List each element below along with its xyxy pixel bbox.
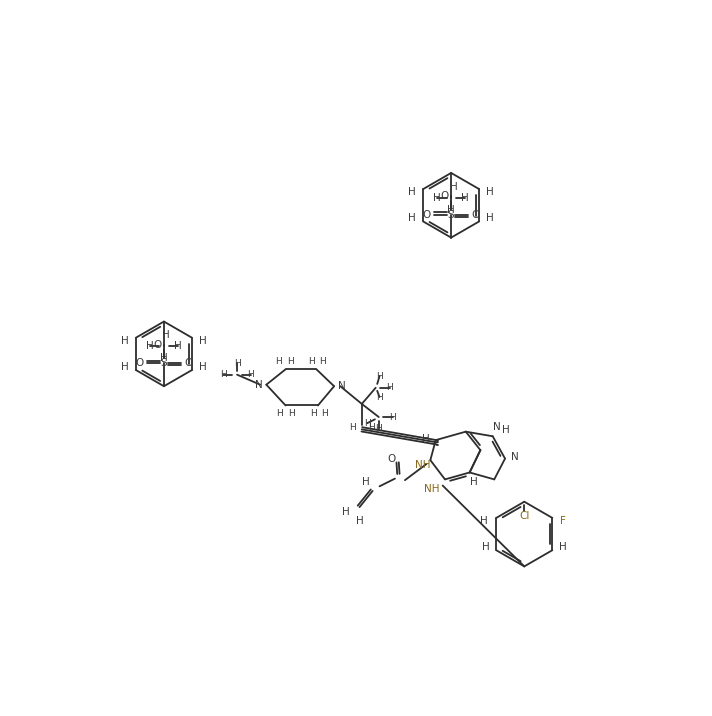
Text: H: H xyxy=(362,478,370,488)
Text: H: H xyxy=(220,370,226,379)
Text: N: N xyxy=(511,452,519,462)
Text: N: N xyxy=(255,379,263,390)
Text: H: H xyxy=(199,362,206,372)
Text: O: O xyxy=(422,210,431,220)
Text: H: H xyxy=(162,330,170,340)
Text: NH: NH xyxy=(415,460,430,470)
Text: NH: NH xyxy=(424,483,439,493)
Text: H: H xyxy=(121,362,129,372)
Text: H: H xyxy=(276,409,283,417)
Text: H: H xyxy=(355,516,363,526)
Text: O: O xyxy=(154,339,162,349)
Text: H: H xyxy=(471,478,478,488)
Text: H: H xyxy=(310,409,317,417)
Text: H: H xyxy=(364,419,370,427)
Text: S: S xyxy=(161,358,167,368)
Text: N: N xyxy=(338,381,345,391)
Text: H: H xyxy=(376,372,383,381)
Text: H: H xyxy=(502,425,510,435)
Text: O: O xyxy=(441,191,449,201)
Text: H: H xyxy=(146,342,154,351)
Text: H: H xyxy=(389,412,396,422)
Text: H: H xyxy=(160,354,168,364)
Text: H: H xyxy=(376,392,383,402)
Text: H: H xyxy=(320,409,328,417)
Text: O: O xyxy=(135,358,143,368)
Text: H: H xyxy=(486,213,494,223)
Text: H: H xyxy=(121,336,129,346)
Text: H: H xyxy=(276,357,282,366)
Text: H: H xyxy=(319,357,326,366)
Text: H: H xyxy=(349,422,356,432)
Text: O: O xyxy=(471,210,480,220)
Text: H: H xyxy=(461,193,469,203)
Text: H: H xyxy=(375,424,382,433)
Text: H: H xyxy=(248,370,254,379)
Text: H: H xyxy=(386,383,393,392)
Text: H: H xyxy=(174,342,182,351)
Text: H: H xyxy=(199,336,206,346)
Text: H: H xyxy=(559,542,567,552)
Text: O: O xyxy=(388,454,396,463)
Text: H: H xyxy=(409,213,417,223)
Text: H: H xyxy=(409,187,417,197)
Text: H: H xyxy=(486,187,494,197)
Text: H: H xyxy=(434,193,441,203)
Text: H: H xyxy=(449,182,457,192)
Text: Cl: Cl xyxy=(519,511,530,521)
Text: F: F xyxy=(560,516,566,526)
Text: S: S xyxy=(448,210,454,220)
Text: H: H xyxy=(367,422,375,432)
Text: H: H xyxy=(342,507,350,517)
Text: H: H xyxy=(480,516,488,526)
Text: H: H xyxy=(288,409,295,417)
Text: H: H xyxy=(234,359,241,367)
Text: H: H xyxy=(422,434,429,444)
Text: H: H xyxy=(287,357,293,366)
Text: O: O xyxy=(184,358,193,368)
Text: N: N xyxy=(493,422,501,432)
Text: H: H xyxy=(447,205,455,215)
Text: H: H xyxy=(308,357,315,366)
Text: H: H xyxy=(481,542,489,552)
